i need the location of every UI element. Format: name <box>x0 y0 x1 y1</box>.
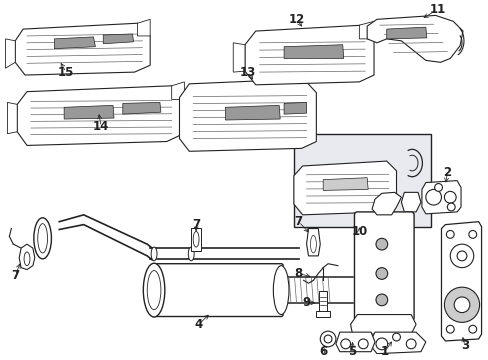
Polygon shape <box>335 332 374 352</box>
Polygon shape <box>441 222 481 341</box>
Circle shape <box>358 339 367 349</box>
Circle shape <box>375 267 387 279</box>
Circle shape <box>453 297 469 312</box>
Ellipse shape <box>151 247 157 261</box>
Text: 8: 8 <box>294 267 302 280</box>
Circle shape <box>449 244 473 267</box>
Polygon shape <box>421 181 460 214</box>
Polygon shape <box>359 21 373 39</box>
Polygon shape <box>64 105 114 119</box>
Text: 11: 11 <box>428 3 445 16</box>
Polygon shape <box>103 34 133 44</box>
Circle shape <box>444 192 455 203</box>
Bar <box>319 291 326 315</box>
Text: 7: 7 <box>192 218 200 231</box>
Polygon shape <box>19 244 35 270</box>
Text: 15: 15 <box>58 66 74 78</box>
Circle shape <box>392 333 400 341</box>
Text: 4: 4 <box>195 318 203 331</box>
Polygon shape <box>17 86 183 145</box>
Circle shape <box>375 294 387 306</box>
Text: 1: 1 <box>380 345 388 358</box>
Polygon shape <box>306 229 320 256</box>
Circle shape <box>446 230 453 238</box>
Polygon shape <box>122 102 161 114</box>
Circle shape <box>375 238 387 250</box>
Ellipse shape <box>24 252 30 266</box>
Polygon shape <box>293 161 396 215</box>
Ellipse shape <box>193 231 199 247</box>
Text: 7: 7 <box>11 269 20 282</box>
Ellipse shape <box>38 224 47 253</box>
Polygon shape <box>15 23 150 75</box>
Polygon shape <box>284 102 306 114</box>
Text: 14: 14 <box>93 120 109 133</box>
Polygon shape <box>171 82 184 99</box>
Bar <box>316 311 329 316</box>
Polygon shape <box>244 25 373 85</box>
Text: 12: 12 <box>288 13 305 26</box>
Polygon shape <box>54 37 95 49</box>
Circle shape <box>425 189 441 205</box>
Text: 2: 2 <box>443 166 450 179</box>
Ellipse shape <box>34 218 51 259</box>
Circle shape <box>340 339 350 349</box>
Text: 13: 13 <box>239 66 256 78</box>
Ellipse shape <box>273 266 288 315</box>
Ellipse shape <box>143 263 164 317</box>
Polygon shape <box>323 178 367 190</box>
Ellipse shape <box>147 271 161 310</box>
Polygon shape <box>371 192 401 215</box>
Polygon shape <box>368 332 425 354</box>
Polygon shape <box>225 105 280 120</box>
Polygon shape <box>7 102 17 134</box>
Polygon shape <box>5 39 15 68</box>
Polygon shape <box>191 228 201 251</box>
Ellipse shape <box>188 247 194 261</box>
Circle shape <box>447 203 454 211</box>
Text: 3: 3 <box>460 339 468 352</box>
Polygon shape <box>350 315 415 334</box>
Polygon shape <box>233 43 244 72</box>
Circle shape <box>375 338 387 350</box>
Polygon shape <box>137 19 150 36</box>
Polygon shape <box>366 15 462 62</box>
Polygon shape <box>386 27 426 39</box>
Circle shape <box>434 184 442 192</box>
Polygon shape <box>284 45 343 58</box>
Text: 6: 6 <box>318 345 326 358</box>
FancyBboxPatch shape <box>354 212 413 320</box>
Circle shape <box>468 325 476 333</box>
Circle shape <box>446 325 453 333</box>
Circle shape <box>456 251 466 261</box>
Text: 7: 7 <box>294 215 302 228</box>
Text: 5: 5 <box>347 345 356 358</box>
Circle shape <box>468 230 476 238</box>
Text: 9: 9 <box>302 296 310 309</box>
Circle shape <box>406 339 415 349</box>
Polygon shape <box>179 79 316 151</box>
Circle shape <box>324 335 331 343</box>
Polygon shape <box>401 192 420 212</box>
Circle shape <box>320 331 335 347</box>
FancyBboxPatch shape <box>152 264 283 316</box>
Bar <box>293 134 430 226</box>
Ellipse shape <box>310 235 316 253</box>
Circle shape <box>444 287 479 322</box>
Text: 10: 10 <box>350 225 367 238</box>
